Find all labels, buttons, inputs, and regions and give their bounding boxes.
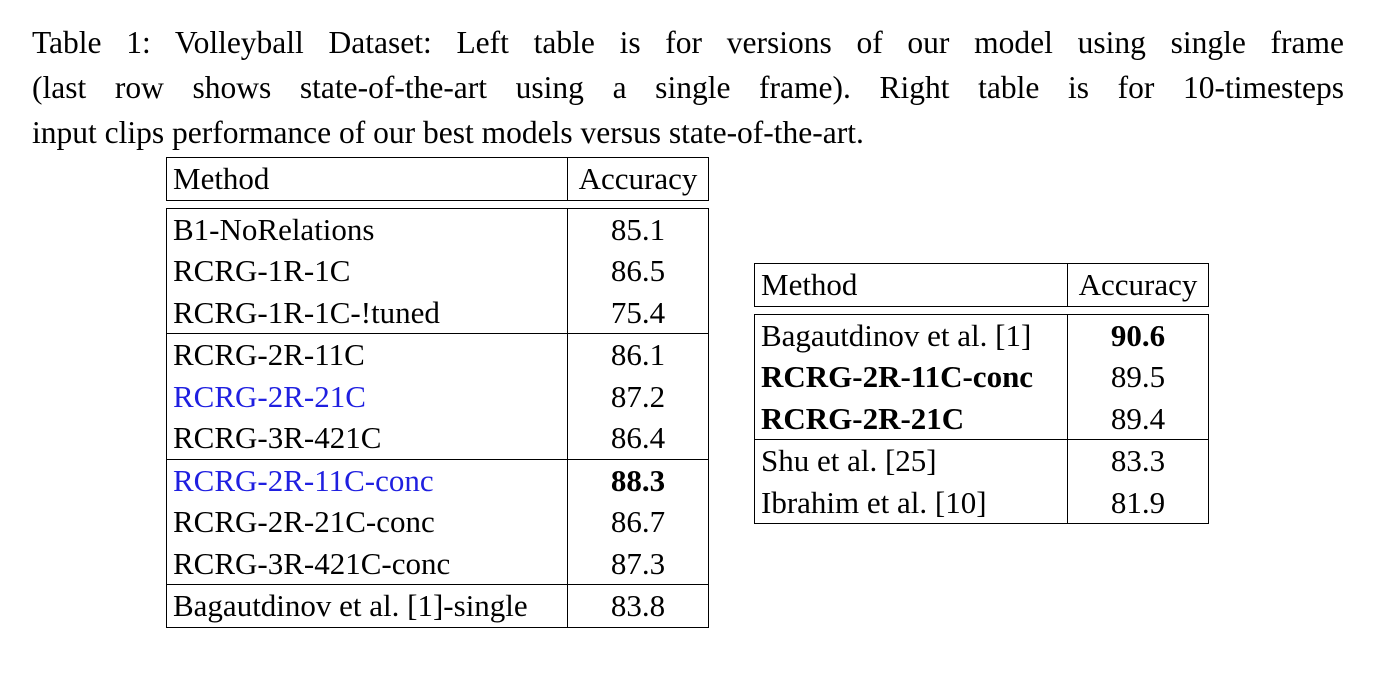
method-cell: RCRG-2R-21C-conc [166,501,568,543]
accuracy-cell-best: 88.3 [567,458,709,501]
table-row: RCRG-3R-421C 86.4 [166,417,709,459]
caption-line-2: (last row shows state-of-the-art using a… [32,70,1344,105]
method-cell: RCRG-2R-11C [166,333,568,376]
table-row: RCRG-2R-21C-conc 86.7 [166,501,709,543]
method-cell-ours: RCRG-2R-11C-conc [754,356,1068,398]
method-cell: Shu et al. [25] [754,439,1068,482]
table-row: RCRG-2R-11C-conc 88.3 [166,458,709,501]
method-cell: RCRG-3R-421C-conc [166,542,568,585]
accuracy-cell: 86.5 [567,250,709,292]
method-cell-highlighted: RCRG-2R-11C-conc [166,458,568,501]
accuracy-header: Accuracy [1067,263,1209,307]
method-cell: Bagautdinov et al. [1] [754,313,1068,356]
method-cell: B1-NoRelations [166,207,568,250]
accuracy-cell: 86.1 [567,333,709,376]
table-row: RCRG-2R-21C 89.4 [754,397,1209,440]
method-cell: RCRG-3R-421C [166,417,568,459]
accuracy-cell: 87.3 [567,542,709,585]
method-cell-highlighted: RCRG-2R-21C [166,375,568,417]
method-cell: RCRG-1R-1C-!tuned [166,291,568,334]
table-caption: Table 1: Volleyball Dataset: Left table … [32,20,1344,155]
accuracy-cell: 87.2 [567,375,709,417]
accuracy-cell: 86.7 [567,501,709,543]
table-row: Bagautdinov et al. [1] 90.6 [754,313,1209,356]
method-header: Method [754,263,1068,307]
accuracy-cell: 89.5 [1067,356,1209,398]
accuracy-cell: 75.4 [567,291,709,334]
accuracy-cell: 85.1 [567,207,709,250]
method-cell: Bagautdinov et al. [1]-single [166,584,568,628]
accuracy-cell: 89.4 [1067,397,1209,440]
method-cell: RCRG-1R-1C [166,250,568,292]
accuracy-cell-best: 90.6 [1067,313,1209,356]
right-results-table: Method Accuracy Bagautdinov et al. [1] 9… [754,263,1209,524]
table-row: RCRG-2R-11C 86.1 [166,333,709,376]
method-cell-ours: RCRG-2R-21C [754,397,1068,440]
accuracy-cell: 81.9 [1067,481,1209,524]
table-header-row: Method Accuracy [166,157,709,201]
accuracy-header: Accuracy [567,157,709,201]
method-cell: Ibrahim et al. [10] [754,481,1068,524]
caption-line-1: Table 1: Volleyball Dataset: Left table … [32,25,1344,60]
accuracy-cell: 86.4 [567,417,709,459]
table-header-row: Method Accuracy [754,263,1209,307]
caption-line-3: input clips performance of our best mode… [32,115,864,150]
table-row: Ibrahim et al. [10] 81.9 [754,481,1209,524]
accuracy-cell: 83.8 [567,584,709,628]
method-header: Method [166,157,568,201]
accuracy-cell: 83.3 [1067,439,1209,482]
table-row: Shu et al. [25] 83.3 [754,439,1209,482]
table-row: RCRG-2R-11C-conc 89.5 [754,356,1209,398]
table-row: Bagautdinov et al. [1]-single 83.8 [166,584,709,628]
table-row: RCRG-1R-1C-!tuned 75.4 [166,291,709,334]
table-row: RCRG-3R-421C-conc 87.3 [166,542,709,585]
table-row: RCRG-2R-21C 87.2 [166,375,709,417]
table-row: RCRG-1R-1C 86.5 [166,250,709,292]
left-results-table: Method Accuracy B1-NoRelations 85.1 RCRG… [166,157,709,628]
table-row: B1-NoRelations 85.1 [166,207,709,250]
